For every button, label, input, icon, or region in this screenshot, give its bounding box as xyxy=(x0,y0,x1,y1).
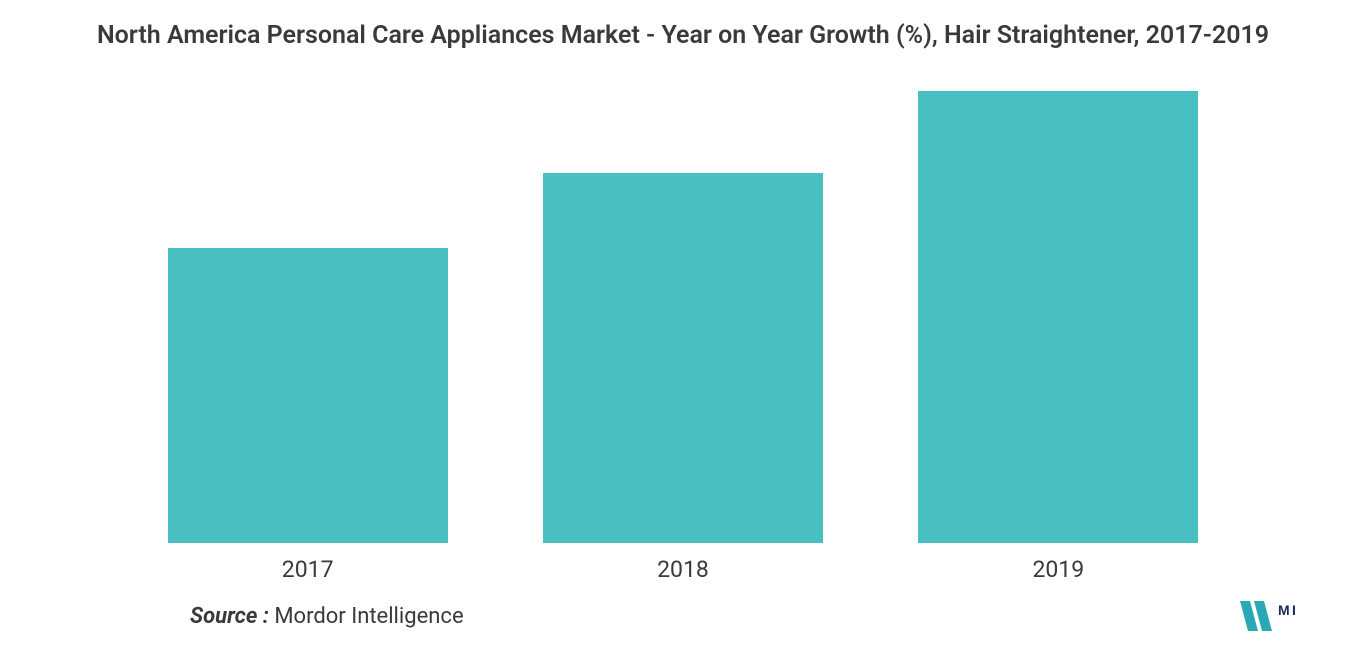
bar-2018 xyxy=(543,173,823,543)
bar-group-2018 xyxy=(495,173,870,543)
x-label-2018: 2018 xyxy=(495,556,870,583)
source-text: Source : Mordor Intelligence xyxy=(190,604,464,629)
chart-container: North America Personal Care Appliances M… xyxy=(0,0,1366,655)
bar-group-2019 xyxy=(871,91,1246,543)
source-value: Mordor Intelligence xyxy=(274,604,463,629)
svg-text:M: M xyxy=(1278,602,1290,618)
bar-2017 xyxy=(168,248,448,543)
logo-svg: M I xyxy=(1238,597,1306,635)
source-label: Source : xyxy=(190,604,274,629)
chart-title: North America Personal Care Appliances M… xyxy=(40,18,1326,53)
x-axis: 2017 2018 2019 xyxy=(40,544,1326,583)
x-label-2017: 2017 xyxy=(120,556,495,583)
source-row: Source : Mordor Intelligence M I xyxy=(40,583,1326,635)
bar-2019 xyxy=(918,91,1198,543)
bar-group-2017 xyxy=(120,248,495,543)
x-label-2019: 2019 xyxy=(871,556,1246,583)
plot-area xyxy=(40,63,1326,544)
mordor-logo-icon: M I xyxy=(1238,597,1306,635)
svg-text:I: I xyxy=(1292,602,1296,618)
